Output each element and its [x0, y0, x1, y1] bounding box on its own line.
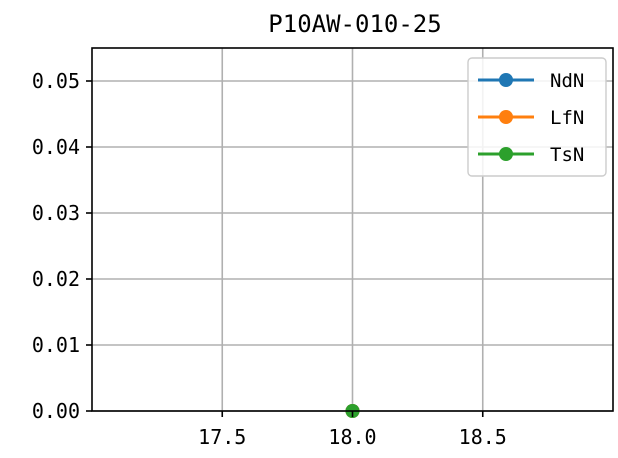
legend-label: NdN — [550, 70, 584, 92]
legend-label: LfN — [550, 107, 584, 129]
legend-entry: TsN — [478, 144, 584, 166]
y-tick-label: 0.00 — [32, 399, 80, 423]
legend: NdN LfN TsN — [467, 57, 607, 177]
chart-title: P10AW-010-25 — [268, 10, 441, 38]
legend-label: TsN — [550, 144, 584, 166]
legend-marker — [499, 147, 513, 161]
legend-entry: NdN — [478, 70, 584, 92]
y-tick-label: 0.03 — [32, 201, 80, 225]
legend-box — [467, 57, 607, 177]
x-tick-label: 18.5 — [459, 425, 507, 449]
x-tick-label: 17.5 — [198, 425, 246, 449]
y-tick-label: 0.01 — [32, 333, 80, 357]
x-tick-label: 18.0 — [328, 425, 376, 449]
legend-marker — [499, 73, 513, 87]
axis-ticks: 17.5 18.0 18.5 0.00 0.01 0.02 0.03 0.04 0.05 — [32, 69, 507, 449]
y-tick-label: 0.02 — [32, 267, 80, 291]
legend-marker — [499, 110, 513, 124]
y-tick-label: 0.05 — [32, 69, 80, 93]
y-tick-label: 0.04 — [32, 135, 80, 159]
legend-entry: LfN — [478, 107, 584, 129]
